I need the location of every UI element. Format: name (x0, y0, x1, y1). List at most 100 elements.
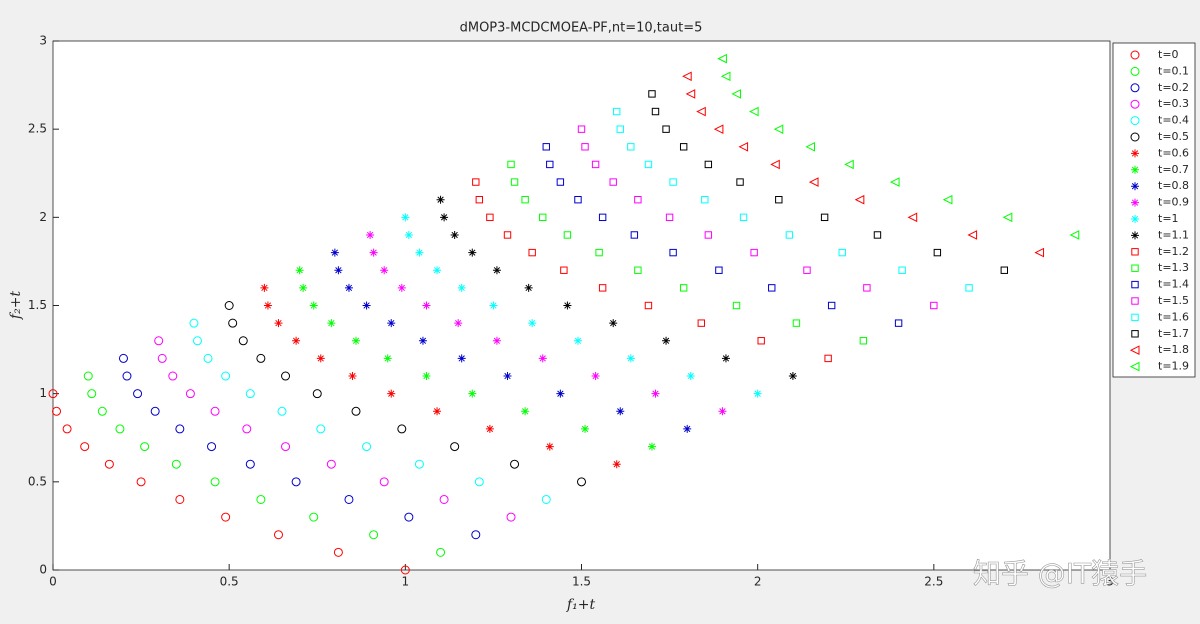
marker-square (704, 231, 713, 239)
legend-label: t=1.1 (1158, 228, 1189, 241)
marker-star (366, 230, 375, 239)
x-tick-label: 2.5 (924, 575, 943, 589)
marker-circle (379, 477, 389, 487)
legend-marker (1131, 280, 1139, 289)
marker-square (613, 107, 621, 116)
marker-circle (221, 512, 231, 522)
marker-star (788, 372, 797, 381)
marker-star (292, 336, 301, 345)
legend-marker (1130, 116, 1140, 126)
marker-circle (362, 442, 372, 452)
legend-label: t=0.2 (1158, 81, 1189, 94)
marker-square (627, 143, 635, 151)
marker-circle (414, 459, 424, 469)
marker-star (647, 442, 656, 451)
legend-label: t=0.6 (1158, 146, 1189, 159)
marker-square (669, 178, 677, 186)
legend-marker (1131, 330, 1139, 338)
marker-circle (136, 477, 146, 487)
marker-circle (450, 442, 460, 452)
marker-circle (62, 424, 72, 434)
legend-label: t=0.4 (1158, 114, 1189, 127)
marker-square (898, 266, 906, 274)
marker-square (701, 196, 709, 204)
marker-triangle (720, 71, 731, 82)
legend-label: t=1.9 (1158, 360, 1189, 373)
marker-square (768, 284, 776, 292)
marker-square (598, 284, 607, 292)
legend-marker (1131, 231, 1139, 240)
marker-circle (133, 389, 143, 399)
marker-circle (400, 565, 410, 575)
marker-circle (118, 353, 128, 363)
marker-circle (175, 494, 185, 504)
legend-label: t=1.2 (1158, 245, 1189, 258)
marker-square (563, 231, 572, 239)
y-tick-label: 0 (39, 563, 47, 577)
marker-square (475, 196, 484, 204)
plot-area (52, 40, 1111, 571)
marker-circle (203, 353, 213, 363)
marker-square (775, 196, 783, 204)
marker-square (577, 125, 586, 133)
marker-star (573, 336, 582, 345)
marker-triangle (1034, 247, 1045, 258)
marker-circle (541, 494, 551, 504)
marker-circle (154, 336, 164, 346)
marker-circle (506, 512, 516, 522)
marker-circle (351, 406, 361, 416)
marker-star (263, 301, 272, 310)
marker-circle (256, 494, 266, 504)
marker-star (415, 248, 424, 257)
marker-square (560, 266, 568, 274)
marker-square (503, 231, 512, 239)
legend-marker (1131, 313, 1139, 322)
marker-star (274, 319, 283, 328)
marker-circle (344, 494, 354, 504)
legend-marker (1131, 264, 1139, 272)
marker-circle (281, 442, 291, 452)
marker-star (369, 248, 378, 257)
marker-square (824, 354, 832, 363)
legend-label: t=0.1 (1158, 64, 1189, 77)
marker-square (785, 231, 794, 239)
marker-circle (221, 371, 231, 381)
marker-circle (157, 353, 167, 363)
marker-square (648, 90, 656, 98)
marker-triangle (854, 194, 865, 205)
marker-star (404, 230, 413, 239)
marker-square (679, 284, 688, 292)
legend-marker (1131, 297, 1139, 305)
marker-star (450, 230, 459, 239)
marker-circle (140, 442, 150, 452)
marker-triangle (808, 177, 819, 187)
legend-label: t=1.3 (1158, 261, 1189, 274)
x-tick-label: 1.5 (572, 575, 591, 589)
marker-square (510, 178, 519, 186)
marker-circle (273, 530, 283, 540)
marker-star (468, 389, 477, 398)
y-tick-label: 2.5 (28, 122, 47, 136)
marker-triangle (682, 71, 692, 82)
marker-star (433, 407, 442, 416)
marker-circle (309, 512, 319, 522)
marker-square (630, 231, 639, 239)
marker-circle (80, 442, 90, 452)
marker-circle (122, 371, 132, 381)
marker-circle (312, 389, 322, 399)
marker-star (503, 372, 512, 381)
marker-square (894, 319, 903, 327)
marker-star (581, 424, 590, 433)
marker-star (683, 424, 692, 433)
marker-circle (97, 406, 107, 416)
marker-square (820, 213, 829, 222)
marker-star (433, 266, 442, 275)
marker-square (507, 160, 515, 169)
legend-label: t=0.5 (1158, 130, 1189, 143)
marker-circle (189, 318, 199, 328)
marker-circle (104, 459, 114, 469)
marker-circle (224, 301, 234, 310)
marker-circle (256, 353, 266, 363)
marker-square (863, 284, 871, 292)
